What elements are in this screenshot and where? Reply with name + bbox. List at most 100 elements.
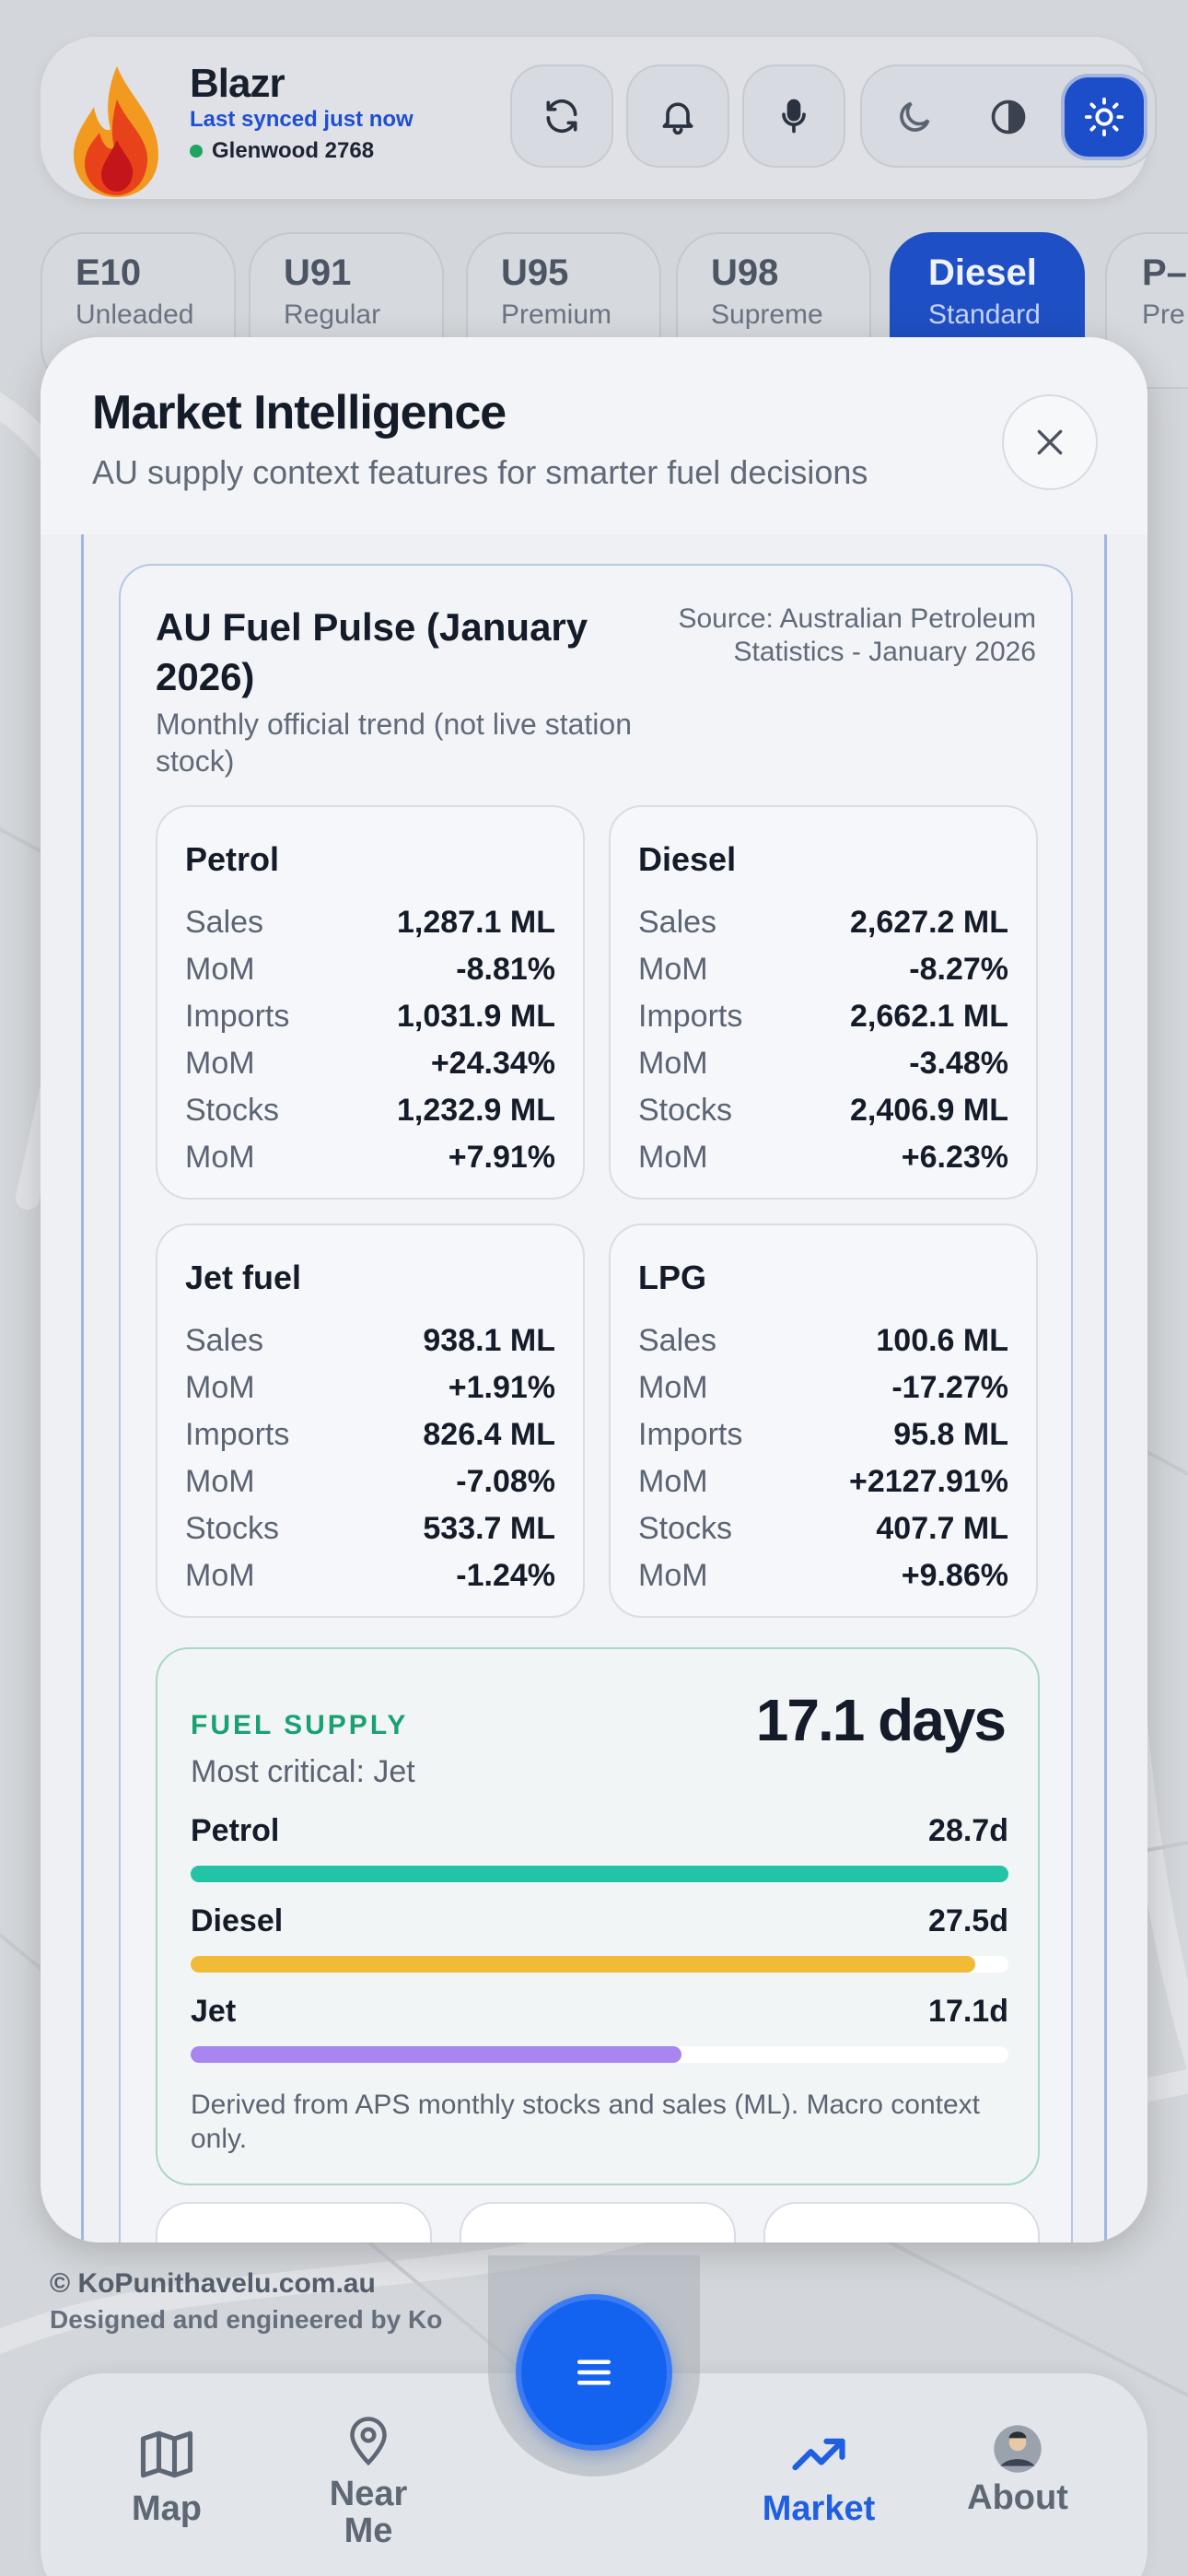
fuel-tab-code: Diesel [928,252,1037,293]
pulse-subtitle: Monthly official trend (not live station… [156,708,632,778]
alerts-button[interactable] [626,64,729,168]
stat-label: MoM [185,952,255,987]
market-intelligence-modal: Market Intelligence AU supply context fe… [41,337,1147,2242]
dark-theme-button[interactable] [875,77,954,157]
stat-value: +2127.91% [849,1464,1008,1499]
bell-icon [662,102,693,135]
current-location[interactable]: Glenwood 2768 [190,138,374,164]
stat-row: Sales 2,627.2 ML [638,899,1008,946]
stat-label: Stocks [185,1511,280,1546]
stat-value: 2,662.1 ML [850,999,1008,1034]
supply-bar-fill [191,1956,976,1973]
pulse-title: AU Fuel Pulse (January 2026) [156,605,588,698]
stat-value: 1,232.9 ML [397,1093,555,1128]
contrast-theme-button[interactable] [969,77,1048,157]
menu-button[interactable] [516,2294,672,2451]
nav-item-near-me[interactable]: Near Me [313,2408,424,2549]
stat-label: MoM [638,952,708,987]
trending-up-icon [792,2438,845,2471]
stat-value: 2,627.2 ML [850,905,1008,940]
nav-item-market[interactable]: Market [750,2423,888,2527]
stat-value: -8.81% [456,952,555,987]
supply-bar-value: 28.7d [928,1813,1008,1848]
stat-row: MoM -8.81% [185,946,555,993]
nav-label: Map [132,2489,202,2528]
stat-row: Stocks 2,406.9 ML [638,1087,1008,1134]
stat-row: Imports 95.8 ML [638,1411,1008,1458]
modal-title: Market Intelligence [92,386,507,439]
stat-value: -17.27% [891,1370,1008,1405]
stat-card-title: LPG [638,1259,707,1296]
stat-value: +1.91% [448,1370,555,1405]
stat-row: Stocks 1,232.9 ML [185,1087,555,1134]
stat-value: 1,287.1 ML [397,905,555,940]
stat-value: 2,406.9 ML [850,1093,1008,1128]
stat-row: Sales 938.1 ML [185,1317,555,1364]
nav-label: Near Me [329,2475,408,2550]
jet-fuel-stats-card: Jet fuel Sales 938.1 ML MoM +1.91% Imports… [156,1224,585,1618]
stat-label: Stocks [638,1511,733,1546]
modal-scroll-area[interactable]: AU Fuel Pulse (January 2026) Monthly off… [81,534,1107,2242]
stat-label: MoM [185,1370,255,1405]
flame-logo-icon [74,66,158,197]
stat-row: Imports 826.4 ML [185,1411,555,1458]
fuel-tab-label: Pre [1142,299,1185,330]
supply-most-critical: Most critical: Jet [191,1754,415,1789]
stat-label: Sales [185,1323,264,1358]
fuel-tab-code: U98 [711,252,779,293]
stat-label: MoM [638,1140,708,1175]
stat-value: +6.23% [901,1140,1008,1175]
refresh-icon [546,99,577,134]
stat-label: MoM [185,1558,255,1593]
supply-bar-petrol: Petrol 28.7d [191,1813,1008,1882]
fuel-tab-label: Premium [501,299,612,330]
stat-row: MoM +6.23% [638,1134,1008,1181]
copyright-text: © KoPunithavelu.com.au [50,2268,376,2299]
menu-icon [577,2359,611,2385]
microphone-icon [782,99,806,134]
app-header: Blazr Last synced just now Glenwood 2768 [41,37,1157,199]
close-icon [1037,429,1063,455]
stat-row: MoM -17.27% [638,1364,1008,1411]
pulse-source: Source: Australian Petroleum Statistics … [678,603,1036,667]
stat-card-title: Jet fuel [185,1259,302,1296]
close-modal-button[interactable] [1002,394,1098,490]
avatar-icon [994,2425,1042,2473]
sync-status: Last synced just now [190,107,413,132]
refresh-button[interactable] [510,64,613,168]
stat-value: 826.4 ML [423,1417,555,1452]
stat-value: -3.48% [909,1046,1008,1081]
supply-note: Derived from APS monthly stocks and sale… [191,2090,980,2154]
nav-item-about[interactable]: About [958,2423,1077,2516]
voice-search-button[interactable] [742,64,845,168]
nav-label: Market [762,2489,876,2528]
stat-label: MoM [185,1464,255,1499]
stat-row: MoM -8.27% [638,946,1008,993]
next-card [156,2202,432,2242]
supply-bar-name: Jet [191,1994,237,2029]
stat-row: MoM +24.34% [185,1040,555,1087]
stat-label: MoM [185,1046,255,1081]
supply-bar-fill [191,1866,1008,1882]
stat-value: -8.27% [909,952,1008,987]
supply-bar-fill [191,2046,681,2063]
stat-row: Stocks 533.7 ML [185,1505,555,1552]
stat-label: Imports [185,999,290,1034]
stat-value: +7.91% [448,1140,555,1175]
nav-item-map[interactable]: Map [116,2423,217,2527]
modal-header: Market Intelligence AU supply context fe… [41,337,1147,534]
stat-row: Imports 2,662.1 ML [638,993,1008,1040]
stat-value: 95.8 ML [893,1417,1008,1452]
stat-label: Sales [638,905,717,940]
fuel-pulse-card: AU Fuel Pulse (January 2026) Monthly off… [119,564,1073,2242]
stat-label: Imports [185,1417,290,1452]
diesel-stats-card: Diesel Sales 2,627.2 ML MoM -8.27% Imports… [609,805,1038,1200]
stat-label: Imports [638,999,743,1034]
supply-bar-jet: Jet 17.1d [191,1994,1008,2063]
supply-bar-value: 27.5d [928,1903,1008,1938]
supply-days: 17.1 days [755,1687,1007,1753]
light-theme-button[interactable] [1065,77,1144,157]
designer-credit: Designed and engineered by Ko [50,2305,443,2334]
modal-subtitle: AU supply context features for smarter f… [92,453,868,491]
fuel-tab-label: Regular [284,299,381,330]
